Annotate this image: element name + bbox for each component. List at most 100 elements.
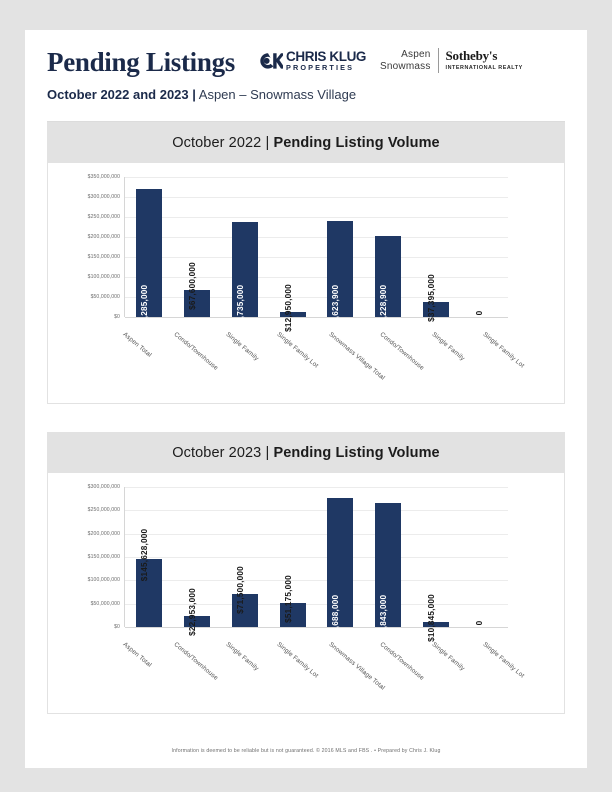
gridline bbox=[125, 510, 508, 512]
x-axis-tick-label: Single Family Lot bbox=[275, 331, 320, 370]
bar[interactable] bbox=[183, 289, 210, 317]
bar-slot[interactable]: $37,395,000 bbox=[412, 177, 460, 322]
ckp-name: CHRIS KLUG bbox=[286, 48, 367, 64]
y-axis-tick-label: $250,000,000 bbox=[87, 507, 120, 514]
bar[interactable] bbox=[279, 311, 306, 317]
x-axis-tick-label: Single Family Lot bbox=[481, 331, 526, 370]
y-axis-tick-label: $200,000,000 bbox=[87, 530, 120, 537]
gridline bbox=[125, 533, 508, 535]
bar[interactable] bbox=[183, 616, 210, 627]
page-title: Pending Listings bbox=[47, 47, 236, 77]
bar-slot[interactable]: $67,600,000 bbox=[173, 177, 221, 317]
gridline bbox=[125, 580, 508, 582]
bar-slot[interactable]: $202,228,900 bbox=[364, 177, 412, 337]
bar-slot[interactable]: $264,843,000 bbox=[364, 487, 412, 647]
x-axis-tick-label: Condo/Townhouse bbox=[172, 641, 220, 682]
brand-logos: CHRIS KLUG PROPERTIES Aspen Snowmass Sot… bbox=[257, 48, 523, 76]
gridline bbox=[125, 197, 508, 198]
bar-value-label: $37,395,000 bbox=[427, 274, 437, 322]
gridline bbox=[125, 297, 508, 298]
bar-value-label: $67,600,000 bbox=[187, 262, 197, 310]
x-axis-tick-label: Single Family bbox=[430, 641, 466, 673]
report-subtitle: October 2022 and 2023 | Aspen – Snowmass… bbox=[47, 87, 565, 102]
bar[interactable] bbox=[327, 498, 354, 627]
bar-value-label: $71,500,000 bbox=[235, 565, 245, 614]
bar-slot[interactable]: $275,688,000 bbox=[317, 487, 365, 647]
report-page: Pending Listings CHRIS KLUG PROPERTIES bbox=[25, 30, 587, 768]
gridline bbox=[125, 217, 508, 218]
bar[interactable] bbox=[423, 621, 450, 627]
x-axis-tick-label: Condo/Townhouse bbox=[378, 331, 426, 372]
bar-value-label: $238,735,000 bbox=[235, 284, 245, 338]
report-header: Pending Listings CHRIS KLUG PROPERTIES bbox=[25, 30, 587, 122]
bar-slot[interactable]: $12,950,000 bbox=[269, 177, 317, 332]
gridline bbox=[125, 603, 508, 605]
y-axis-tick-label: $150,000,000 bbox=[87, 554, 120, 560]
sir-locality-line1: Aspen bbox=[401, 49, 431, 60]
bar-slot[interactable]: 0 bbox=[460, 177, 508, 317]
bar-slot[interactable]: $10,845,000 bbox=[412, 487, 460, 642]
ckp-wordmark: CHRIS KLUG PROPERTIES bbox=[286, 50, 366, 72]
bar-slot[interactable]: $71,500,000 bbox=[221, 487, 269, 627]
bar[interactable] bbox=[135, 559, 162, 627]
y-axis-tick-label: $100,000,000 bbox=[87, 274, 120, 280]
bar-slot[interactable]: $22,953,000 bbox=[173, 487, 221, 636]
y-axis-tick-label: $150,000,000 bbox=[87, 254, 120, 260]
bar[interactable] bbox=[327, 221, 354, 317]
gridline bbox=[125, 487, 508, 488]
y-axis-tick-label: $0 bbox=[114, 314, 120, 320]
y-axis-tick-label: $200,000,000 bbox=[87, 234, 120, 240]
plot-wrapper: $0 $50,000,000 $100,000,000 $150,000,000 $20… bbox=[48, 163, 564, 403]
x-axis-tick-label: Condo/Townhouse bbox=[378, 641, 426, 682]
bar-value-label: 0 bbox=[475, 620, 485, 626]
bar[interactable] bbox=[279, 603, 306, 627]
x-axis-tick-label: Aspen Total bbox=[121, 641, 153, 669]
bar-value-label: $145,628,000 bbox=[139, 528, 149, 582]
x-axis-tick-label: Single Family Lot bbox=[275, 641, 320, 680]
bar[interactable] bbox=[231, 593, 258, 627]
chart-title-bar: October 2022 | Pending Listing Volume bbox=[48, 123, 564, 163]
chart-panel-2: October 2023 | Pending Listing Volume $0 $… bbox=[47, 432, 565, 714]
y-axis-tick-label: $50,000,000 bbox=[90, 294, 120, 300]
ckp-subname: PROPERTIES bbox=[286, 63, 355, 73]
x-axis-labels: Aspen Total Condo/Townhouse Single Family S… bbox=[110, 331, 526, 401]
chart-panel-1: October 2022 | Pending Listing Volume $0 $… bbox=[47, 122, 565, 404]
bar-value-label: 0 bbox=[475, 310, 485, 316]
chart-title-bar: October 2023 | Pending Listing Volume bbox=[48, 433, 564, 473]
x-axis-tick-label: Single Family Lot bbox=[481, 641, 526, 680]
bar[interactable] bbox=[423, 302, 450, 317]
report-subtitle-period: October 2022 and 2023 | bbox=[47, 87, 196, 102]
y-axis-tick-label: $300,000,000 bbox=[87, 194, 120, 200]
chart-title-period: October 2022 | bbox=[172, 135, 274, 151]
bar-series: $145,628,000 $22,953,000 $71,500,000 $51,17… bbox=[125, 487, 508, 647]
x-axis-tick-label: Single Family bbox=[224, 331, 260, 363]
sir-locality-line2: Snowmass bbox=[380, 60, 431, 72]
chart-title: October 2022 | Pending Listing Volume bbox=[172, 135, 439, 151]
bar-slot[interactable]: $319,285,000 bbox=[125, 177, 173, 337]
header-divider bbox=[47, 121, 565, 122]
footer-disclaimer: Information is deemed to be reliable but… bbox=[171, 748, 441, 754]
chart-title-metric: Pending Listing Volume bbox=[273, 445, 440, 461]
chart-title: October 2023 | Pending Listing Volume bbox=[172, 445, 439, 461]
bar-slot[interactable]: $145,628,000 bbox=[125, 487, 173, 627]
plot-area: $0 $50,000,000 $100,000,000 $150,000,000 $20… bbox=[88, 174, 508, 337]
bar-slot[interactable]: $51,175,000 bbox=[269, 487, 317, 627]
bar[interactable] bbox=[135, 189, 162, 317]
bar-slot[interactable]: $238,735,000 bbox=[221, 177, 269, 337]
bar-series: $319,285,000 $67,600,000 $238,735,000 $12,9… bbox=[125, 177, 508, 337]
bar[interactable] bbox=[375, 503, 402, 627]
report-subtitle-market: Aspen – Snowmass Village bbox=[195, 87, 357, 102]
bar[interactable] bbox=[375, 236, 402, 317]
gridline bbox=[125, 557, 508, 558]
bar-value-label: $22,953,000 bbox=[187, 588, 197, 637]
bar-slot[interactable]: $239,623,900 bbox=[317, 177, 365, 337]
plot-area: $0 $50,000,000 $100,000,000 $150,000,000 $20… bbox=[88, 484, 508, 647]
charts-container: October 2022 | Pending Listing Volume $0 $… bbox=[25, 122, 587, 714]
gridline bbox=[125, 257, 508, 258]
bar-value-label: $202,228,900 bbox=[379, 284, 389, 338]
bar-value-label: $239,623,900 bbox=[331, 284, 341, 338]
bar[interactable] bbox=[231, 221, 258, 317]
bar-value-label: $12,950,000 bbox=[283, 283, 293, 332]
bar-slot[interactable]: 0 bbox=[460, 487, 508, 627]
y-axis-tick-label: $250,000,000 bbox=[87, 214, 120, 220]
